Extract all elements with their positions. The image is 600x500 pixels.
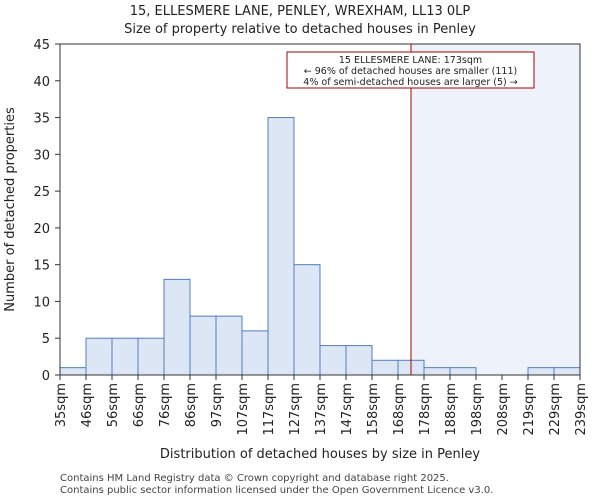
histogram-bar — [449, 367, 477, 376]
y-tick-label: 15 — [33, 259, 50, 274]
histogram-bar — [527, 367, 555, 376]
y-tick-label: 25 — [33, 185, 50, 200]
histogram-bar — [163, 278, 191, 376]
histogram-bar — [59, 367, 87, 376]
footer-copyright: Contains HM Land Registry data © Crown c… — [60, 473, 449, 484]
x-tick-label: 66sqm — [132, 383, 147, 427]
histogram-bar — [85, 337, 113, 376]
y-tick-label: 30 — [33, 148, 50, 163]
histogram-bar — [553, 367, 581, 376]
x-tick-label: 168sqm — [392, 383, 407, 436]
histogram-bar — [293, 264, 321, 376]
x-tick-label: 137sqm — [314, 383, 329, 436]
y-tick-label: 35 — [33, 112, 50, 127]
y-tick-label: 40 — [33, 75, 50, 90]
x-tick-label: 198sqm — [470, 383, 485, 436]
chart-subtitle: Size of property relative to detached ho… — [124, 22, 476, 37]
annotation-box — [286, 51, 535, 89]
x-tick-label: 56sqm — [106, 383, 121, 427]
annotation-line: ← 96% of detached houses are smaller (11… — [304, 66, 517, 77]
y-axis-label: Number of detached properties — [3, 107, 18, 312]
x-tick-label: 107sqm — [236, 383, 251, 436]
histogram-bar — [345, 345, 373, 376]
annotation-line: 4% of semi-detached houses are larger (5… — [303, 77, 517, 88]
chart-title: 15, ELLESMERE LANE, PENLEY, WREXHAM, LL1… — [129, 4, 471, 19]
y-tick-label: 10 — [33, 295, 50, 310]
histogram-bar — [319, 345, 347, 376]
x-tick-label: 127sqm — [288, 383, 303, 436]
histogram-bar — [267, 117, 295, 376]
y-tick-label: 5 — [42, 332, 50, 347]
y-tick-label: 45 — [33, 38, 50, 53]
annotation-line: 15 ELLESMERE LANE: 173sqm — [339, 55, 482, 66]
x-tick-label: 239sqm — [574, 383, 589, 436]
histogram-bar — [189, 315, 217, 376]
x-tick-label: 76sqm — [158, 383, 173, 427]
histogram-bar — [137, 337, 165, 376]
x-tick-label: 147sqm — [340, 383, 355, 436]
x-tick-label: 97sqm — [210, 383, 225, 427]
y-tick-label: 20 — [33, 222, 50, 237]
x-tick-label: 46sqm — [80, 383, 95, 427]
histogram-bar — [215, 315, 243, 376]
histogram-bar — [371, 359, 399, 376]
x-tick-label: 86sqm — [184, 383, 199, 427]
y-tick-label: 0 — [42, 369, 50, 384]
footer-licence: Contains public sector information licen… — [60, 485, 494, 496]
histogram-bar — [241, 330, 269, 376]
x-tick-label: 219sqm — [522, 383, 537, 436]
x-tick-label: 229sqm — [548, 383, 563, 436]
x-tick-label: 117sqm — [262, 383, 277, 436]
histogram-bar — [423, 367, 451, 376]
x-tick-label: 35sqm — [54, 383, 69, 427]
x-tick-label: 208sqm — [496, 383, 511, 436]
x-axis-label: Distribution of detached houses by size … — [160, 447, 480, 462]
x-tick-label: 158sqm — [366, 383, 381, 436]
histogram-bar — [111, 337, 139, 376]
x-tick-label: 178sqm — [418, 383, 433, 436]
larger-region-shade — [411, 44, 580, 375]
x-tick-label: 188sqm — [444, 383, 459, 436]
